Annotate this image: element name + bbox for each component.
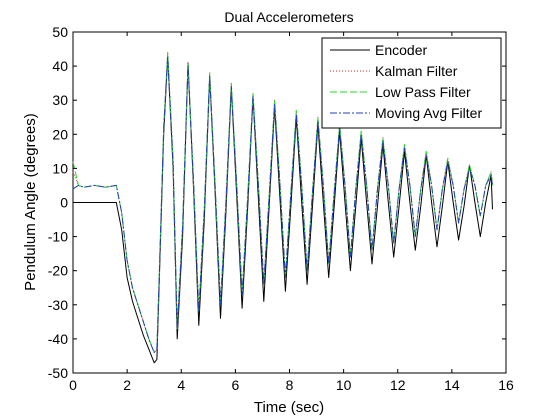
legend: Encoder Kalman Filter Low Pass Filter Movin… <box>321 37 502 129</box>
series-line-2 <box>72 52 493 353</box>
series-layer <box>72 52 493 364</box>
y-tick-label: 40 <box>52 58 68 74</box>
x-tick-label: 8 <box>286 377 294 393</box>
x-tick-label: 2 <box>123 377 131 393</box>
x-tick-label: 4 <box>177 377 185 393</box>
ticks-layer: 0 2 4 6 8 10 12 14 16 -50 -40 -30 -20 -10 0 10 20 30 40 50 <box>48 24 514 393</box>
y-tick-label: 0 <box>60 195 68 211</box>
y-tick-label: 30 <box>52 92 68 108</box>
y-tick-label: -40 <box>48 331 68 347</box>
x-tick-label: 12 <box>390 377 406 393</box>
y-axis-label: Pendulum Angle (degrees) <box>22 113 39 291</box>
y-tick-label: -50 <box>48 365 68 381</box>
x-tick-label: 6 <box>231 377 239 393</box>
chart-title: Dual Accelerometers <box>224 9 353 25</box>
y-tick-label: -20 <box>48 263 68 279</box>
x-tick-label: 16 <box>498 377 514 393</box>
x-tick-label: 10 <box>336 377 352 393</box>
series-line-1 <box>72 52 493 353</box>
y-tick-label: 20 <box>52 126 68 142</box>
x-tick-label: 0 <box>69 377 77 393</box>
legend-label: Kalman Filter <box>375 63 458 79</box>
y-tick-label: 10 <box>52 160 68 176</box>
legend-label: Encoder <box>375 42 427 58</box>
x-tick-label: 14 <box>444 377 460 393</box>
legend-label: Moving Avg Filter <box>375 105 482 121</box>
y-tick-label: -10 <box>48 229 68 245</box>
x-axis-label: Time (sec) <box>254 399 324 416</box>
y-tick-label: -30 <box>48 297 68 313</box>
y-tick-label: 50 <box>52 24 68 40</box>
legend-entries: Encoder Kalman Filter Low Pass Filter Movin… <box>330 42 482 121</box>
legend-label: Low Pass Filter <box>375 84 471 100</box>
legend-box <box>321 37 502 129</box>
